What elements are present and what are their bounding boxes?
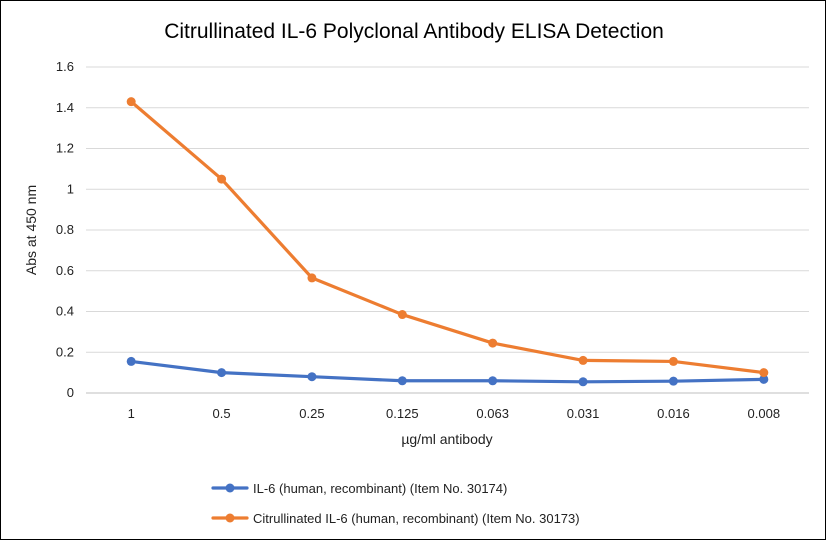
legend-label: Citrullinated IL-6 (human, recombinant) … [253, 511, 580, 526]
y-tick-label: 1.4 [56, 100, 74, 115]
data-point [307, 273, 317, 283]
x-tick-label: 0.016 [657, 406, 690, 421]
y-tick-label: 0.4 [56, 304, 74, 319]
y-tick-label: 0.8 [56, 222, 74, 237]
y-tick-label: 1 [67, 181, 74, 196]
series-line [129, 359, 766, 384]
y-tick-label: 0.6 [56, 263, 74, 278]
x-tick-label: 0.063 [476, 406, 509, 421]
data-point [126, 97, 136, 107]
data-point [488, 338, 498, 348]
data-point [759, 374, 769, 384]
legend-item: IL-6 (human, recombinant) (Item No. 3017… [211, 481, 507, 496]
data-point [668, 356, 678, 366]
data-point [126, 356, 136, 366]
x-tick-labels: 1 0.5 0.25 0.125 0.063 0.031 0.016 0.008 [128, 406, 781, 421]
data-point [578, 355, 588, 365]
series-2 [126, 97, 769, 378]
x-tick-label: 1 [128, 406, 135, 421]
y-tick-label: 1.2 [56, 141, 74, 156]
x-tick-label: 0.008 [748, 406, 781, 421]
data-point [488, 376, 498, 386]
x-tick-label: 0.25 [299, 406, 324, 421]
y-tick-labels: 0 0.2 0.4 0.6 0.8 1 1.2 1.4 1.6 [56, 59, 74, 400]
legend: IL-6 (human, recombinant) (Item No. 3017… [211, 481, 580, 526]
legend-label: IL-6 (human, recombinant) (Item No. 3017… [253, 481, 507, 496]
data-point [307, 372, 317, 382]
gridlines [86, 66, 809, 394]
x-tick-label: 0.031 [567, 406, 600, 421]
data-point [759, 368, 769, 378]
data-point [397, 376, 407, 386]
y-axis-label: Abs at 450 nm [23, 185, 39, 275]
data-point [668, 376, 678, 386]
x-axis-label: µg/ml antibody [401, 431, 492, 447]
data-point [578, 377, 588, 387]
series-1 [126, 356, 769, 387]
legend-swatch-marker [225, 483, 235, 493]
x-tick-label: 0.125 [386, 406, 419, 421]
data-point [397, 310, 407, 320]
chart-title: Citrullinated IL-6 Polyclonal Antibody E… [164, 20, 664, 43]
y-tick-label: 0 [67, 385, 74, 400]
data-point [217, 368, 227, 378]
x-tick-label: 0.5 [213, 406, 231, 421]
series-line [129, 100, 766, 375]
series-layer [126, 97, 769, 387]
y-tick-label: 0.2 [56, 344, 74, 359]
legend-swatch-marker [225, 513, 235, 523]
legend-item: Citrullinated IL-6 (human, recombinant) … [211, 511, 580, 526]
data-point [217, 174, 227, 184]
y-tick-label: 1.6 [56, 59, 74, 74]
